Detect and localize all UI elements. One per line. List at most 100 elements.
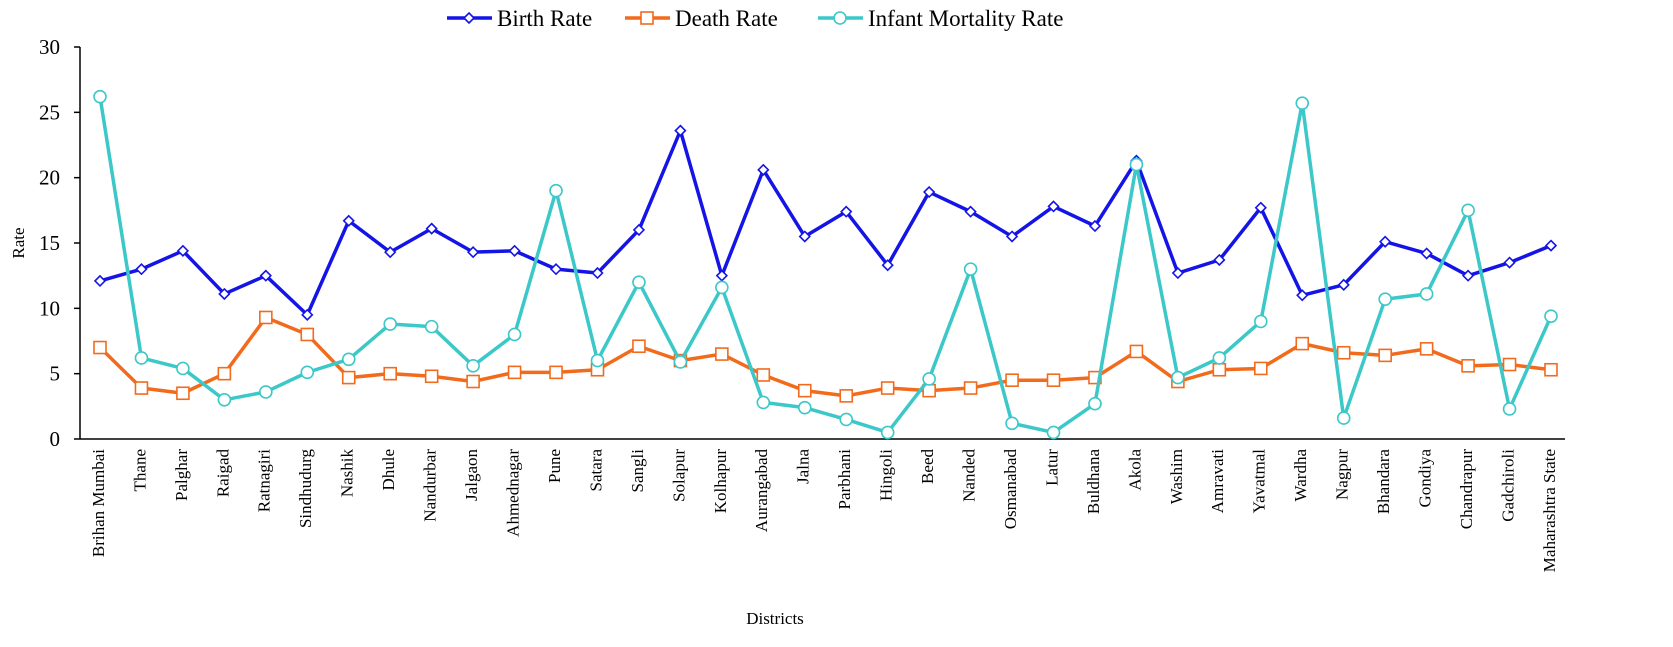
point [93, 274, 107, 288]
point [300, 327, 315, 342]
point [466, 359, 480, 373]
point [797, 400, 812, 415]
x-tick-label: Buldhana [1084, 449, 1103, 515]
point [632, 339, 646, 354]
point [134, 381, 149, 395]
point [176, 386, 190, 401]
point [1378, 292, 1392, 306]
x-tick-label: Chandrapur [1457, 449, 1476, 530]
point [840, 205, 853, 218]
line [99, 128, 1552, 317]
x-tick-label: Yavatmal [1250, 449, 1269, 514]
legend-label: Birth Rate [497, 6, 592, 31]
point [1420, 247, 1433, 260]
point [218, 287, 231, 301]
point [923, 185, 936, 199]
x-tick-label: Nandurbar [421, 449, 440, 522]
point [1254, 314, 1268, 329]
point [590, 353, 605, 368]
point [176, 244, 190, 257]
point [1336, 411, 1351, 425]
x-tick-label: Dhule [379, 449, 398, 491]
x-tick-label: Amravati [1208, 449, 1227, 513]
point [301, 308, 314, 321]
point [135, 263, 148, 276]
point [640, 11, 654, 25]
point [756, 368, 771, 382]
point [1254, 201, 1267, 214]
point [1046, 425, 1061, 440]
x-tick-label: Nashik [338, 449, 357, 498]
point [1046, 373, 1061, 388]
point [1461, 269, 1475, 282]
point [1544, 362, 1558, 377]
x-axis-title: Districts [746, 609, 804, 628]
y-tick-label: 25 [39, 100, 60, 124]
point [424, 319, 439, 334]
x-tick-label: Thane [130, 449, 149, 491]
series [93, 89, 1558, 440]
point [341, 352, 356, 367]
point [1337, 278, 1350, 291]
point [1047, 200, 1060, 213]
point [1502, 357, 1517, 372]
x-tick-label: Jalgaon [462, 449, 481, 501]
point [425, 222, 438, 235]
x-tick-label: Sindhudurg [296, 449, 315, 529]
x-tick-label: Bhandara [1374, 449, 1393, 515]
point [466, 374, 480, 389]
point [1295, 336, 1310, 351]
point [798, 230, 811, 243]
x-tick-label: Ahmednagar [503, 449, 522, 537]
x-tick-label: Gadchiroli [1498, 449, 1517, 522]
point [756, 395, 771, 410]
x-tick-label: Beed [918, 449, 937, 484]
x-tick-label: Pune [545, 449, 564, 483]
point [1213, 253, 1226, 267]
y-tick-label: 0 [50, 427, 61, 451]
point [341, 370, 356, 385]
point [1005, 230, 1019, 243]
point [93, 340, 107, 355]
point [673, 355, 688, 369]
point [1212, 362, 1227, 377]
point [1379, 235, 1392, 248]
point [1296, 289, 1309, 302]
point [259, 269, 272, 282]
point [715, 269, 728, 282]
point [134, 351, 149, 365]
x-tick-label: Raigad [213, 449, 232, 498]
point [880, 425, 895, 440]
point [963, 381, 978, 395]
point [176, 361, 190, 376]
point [1336, 345, 1351, 360]
y-tick-label: 15 [39, 231, 60, 255]
point [507, 327, 522, 342]
y-axis-title: Rate [9, 227, 28, 258]
point [1212, 351, 1227, 365]
point [1503, 256, 1516, 269]
x-tick-label: Aurangabad [752, 449, 771, 533]
point [217, 366, 232, 381]
x-tick-label: Wardha [1291, 449, 1310, 502]
legend-label: Death Rate [675, 6, 778, 31]
x-tick-label: Jalna [794, 449, 813, 484]
point [300, 365, 315, 380]
x-tick-label: Maharashtra State [1540, 449, 1559, 572]
series [93, 310, 1558, 403]
x-tick-label: Sangli [628, 449, 647, 493]
point [507, 365, 522, 380]
point [880, 381, 895, 395]
point [839, 412, 854, 427]
x-tick-label: Hingoli [877, 449, 896, 501]
x-tick-label: Solapur [669, 449, 688, 502]
x-tick-label: Brihan Mumbai [89, 449, 108, 557]
point [549, 365, 563, 380]
point [508, 244, 521, 257]
point [549, 183, 563, 198]
y-tick-label: 20 [39, 166, 60, 190]
point [93, 89, 107, 104]
x-tick-label: Osmanabad [1001, 449, 1020, 530]
line [98, 96, 1553, 435]
